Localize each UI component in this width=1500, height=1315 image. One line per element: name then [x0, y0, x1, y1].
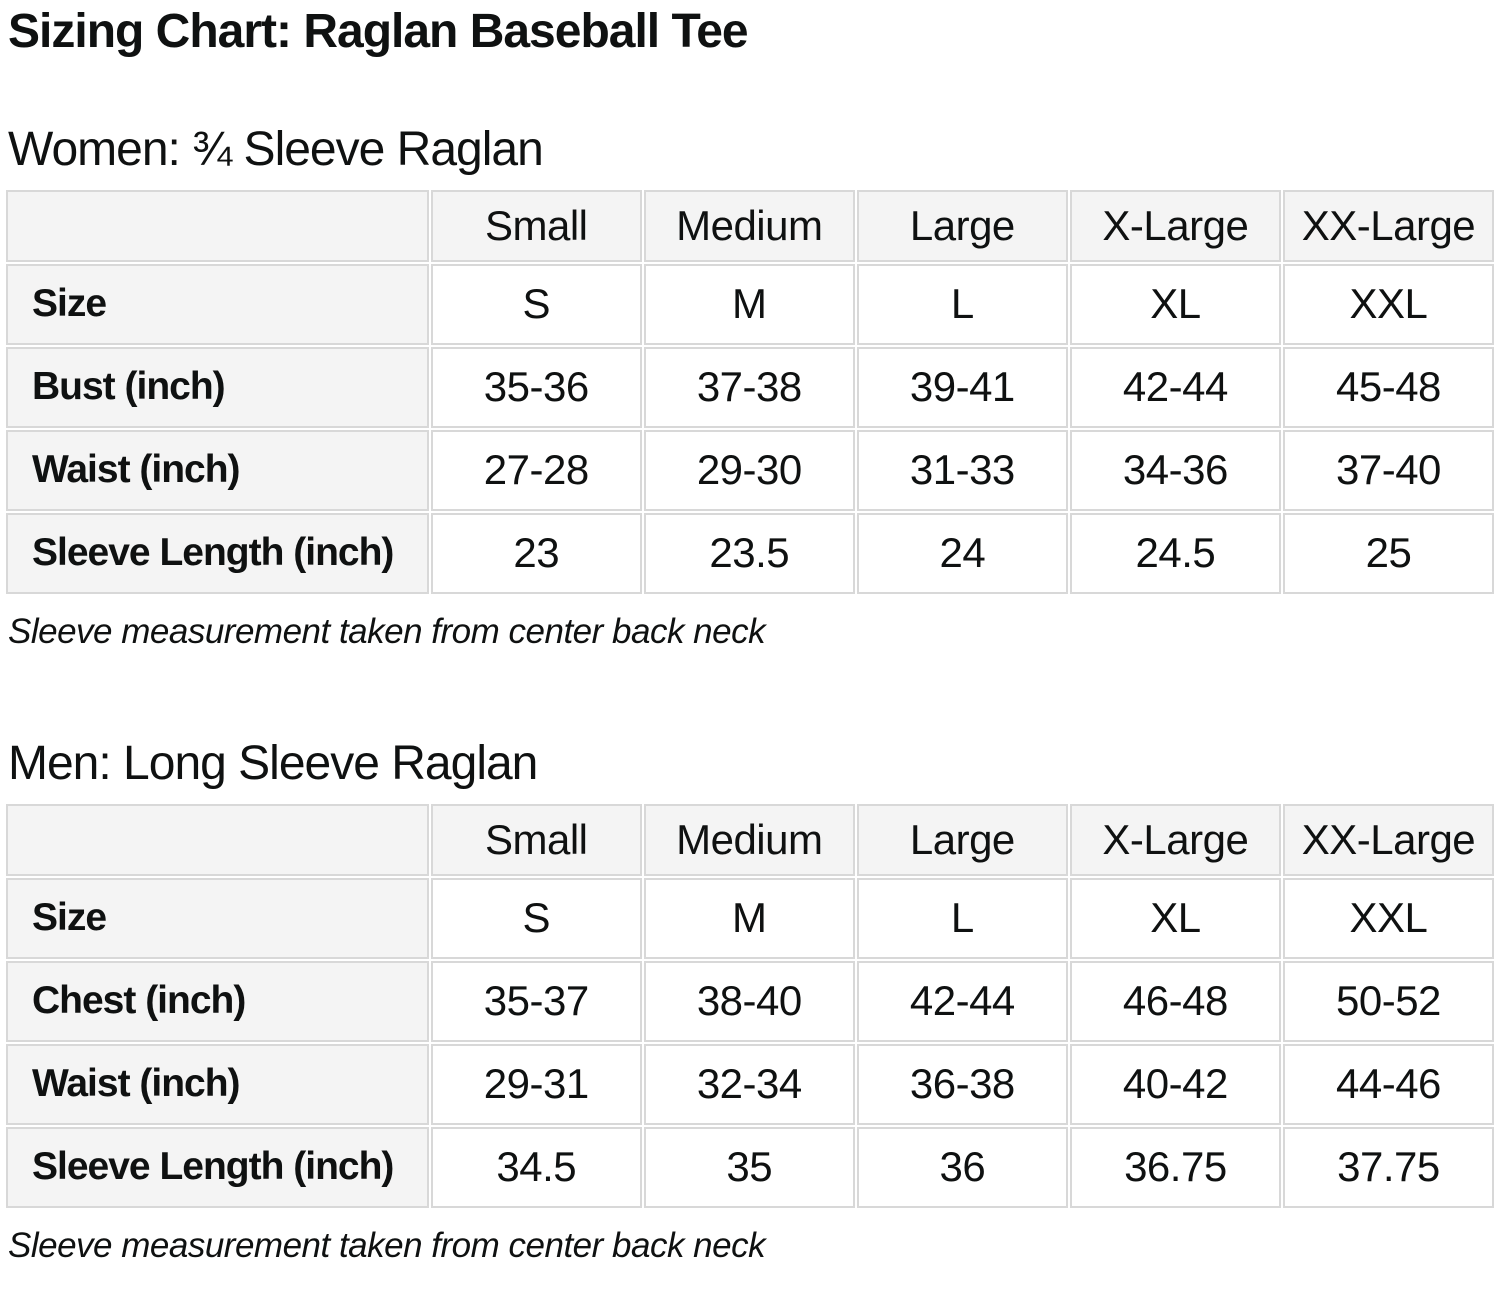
column-header: Large	[856, 803, 1068, 876]
size-chart-page: Sizing Chart: Raglan Baseball Tee Women:…	[4, 5, 1496, 1266]
size-section: Men: Long Sleeve Raglan Small Medium Large…	[4, 738, 1496, 1266]
column-header: X-Large	[1069, 803, 1281, 876]
value-cell: 42-44	[1069, 346, 1281, 428]
value-cell: 37-40	[1282, 429, 1494, 511]
value-cell: 38-40	[643, 960, 855, 1042]
value-cell: 23.5	[643, 512, 855, 594]
column-header: XX-Large	[1282, 189, 1494, 262]
section-heading: Women: ¾ Sleeve Raglan	[8, 122, 544, 176]
value-cell: XXL	[1282, 263, 1494, 345]
value-cell: L	[856, 877, 1068, 959]
table-row: Waist (inch) 27-28 29-30 31-33 34-36 37-40	[6, 429, 1494, 511]
value-cell: M	[643, 877, 855, 959]
table-row: Size S M L XL XXL	[6, 877, 1494, 959]
row-label: Waist (inch)	[6, 429, 429, 511]
size-table: Small Medium Large X-Large XX-Large Size S M L X…	[4, 802, 1496, 1210]
value-cell: 40-42	[1069, 1043, 1281, 1125]
value-cell: 32-34	[643, 1043, 855, 1125]
value-cell: 37.75	[1282, 1126, 1494, 1208]
table-header-row: Small Medium Large X-Large XX-Large	[6, 189, 1494, 262]
column-header: XX-Large	[1282, 803, 1494, 876]
value-cell: 23	[430, 512, 642, 594]
table-row: Size S M L XL XXL	[6, 263, 1494, 345]
column-header: Small	[430, 189, 642, 262]
row-label: Sleeve Length (inch)	[6, 512, 429, 594]
value-cell: 25	[1282, 512, 1494, 594]
value-cell: 35-37	[430, 960, 642, 1042]
table-row: Waist (inch) 29-31 32-34 36-38 40-42 44-46	[6, 1043, 1494, 1125]
value-cell: 37-38	[643, 346, 855, 428]
row-label: Size	[6, 877, 429, 959]
value-cell: 35-36	[430, 346, 642, 428]
measurement-note: Sleeve measurement taken from center bac…	[8, 1225, 766, 1265]
table-row: Sleeve Length (inch) 23 23.5 24 24.5 25	[6, 512, 1494, 594]
row-label: Waist (inch)	[6, 1043, 429, 1125]
value-cell: 27-28	[430, 429, 642, 511]
value-cell: 45-48	[1282, 346, 1494, 428]
value-cell: 34-36	[1069, 429, 1281, 511]
value-cell: 24.5	[1069, 512, 1281, 594]
value-cell: 42-44	[856, 960, 1068, 1042]
page-title: Sizing Chart: Raglan Baseball Tee	[8, 5, 749, 58]
column-header: Medium	[643, 803, 855, 876]
value-cell: L	[856, 263, 1068, 345]
value-cell: 24	[856, 512, 1068, 594]
column-header: Small	[430, 803, 642, 876]
value-cell: 46-48	[1069, 960, 1281, 1042]
column-header: Medium	[643, 189, 855, 262]
corner-cell	[6, 803, 429, 876]
value-cell: XL	[1069, 877, 1281, 959]
row-label: Bust (inch)	[6, 346, 429, 428]
section-heading: Men: Long Sleeve Raglan	[8, 736, 538, 790]
value-cell: 35	[643, 1126, 855, 1208]
value-cell: 29-31	[430, 1043, 642, 1125]
value-cell: M	[643, 263, 855, 345]
table-row: Chest (inch) 35-37 38-40 42-44 46-48 50-52	[6, 960, 1494, 1042]
value-cell: 36-38	[856, 1043, 1068, 1125]
measurement-note: Sleeve measurement taken from center bac…	[8, 611, 766, 651]
sections-container: Women: ¾ Sleeve Raglan Small Medium Large X…	[4, 122, 1496, 1266]
size-table: Small Medium Large X-Large XX-Large Size S M L X…	[4, 188, 1496, 596]
row-label: Chest (inch)	[6, 960, 429, 1042]
value-cell: S	[430, 263, 642, 345]
column-header: Large	[856, 189, 1068, 262]
row-label: Size	[6, 263, 429, 345]
table-row: Sleeve Length (inch) 34.5 35 36 36.75 37.75	[6, 1126, 1494, 1208]
value-cell: 31-33	[856, 429, 1068, 511]
size-section: Women: ¾ Sleeve Raglan Small Medium Large X…	[4, 122, 1496, 652]
value-cell: S	[430, 877, 642, 959]
table-row: Bust (inch) 35-36 37-38 39-41 42-44 45-48	[6, 346, 1494, 428]
value-cell: 44-46	[1282, 1043, 1494, 1125]
corner-cell	[6, 189, 429, 262]
value-cell: XL	[1069, 263, 1281, 345]
value-cell: 50-52	[1282, 960, 1494, 1042]
value-cell: 29-30	[643, 429, 855, 511]
value-cell: 36	[856, 1126, 1068, 1208]
value-cell: XXL	[1282, 877, 1494, 959]
column-header: X-Large	[1069, 189, 1281, 262]
value-cell: 34.5	[430, 1126, 642, 1208]
table-header-row: Small Medium Large X-Large XX-Large	[6, 803, 1494, 876]
value-cell: 39-41	[856, 346, 1068, 428]
value-cell: 36.75	[1069, 1126, 1281, 1208]
row-label: Sleeve Length (inch)	[6, 1126, 429, 1208]
